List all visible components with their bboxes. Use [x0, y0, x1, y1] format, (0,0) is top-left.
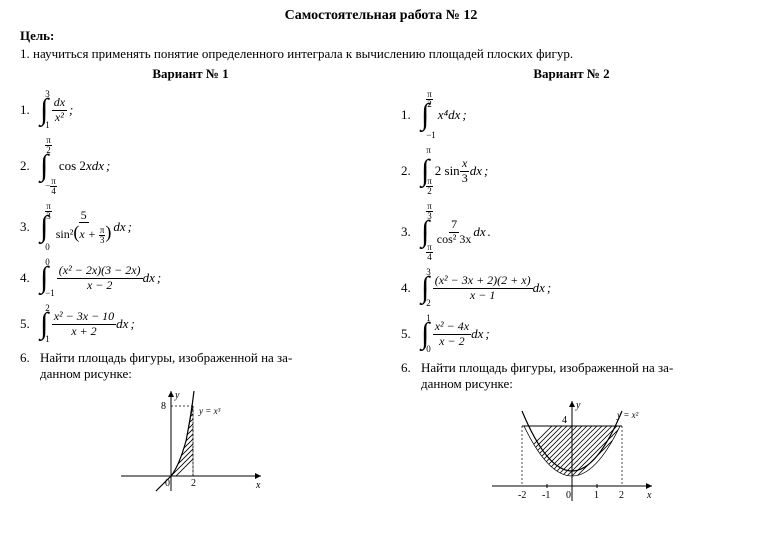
- v1-problem-3: 3. ∫ π3 0 5 sin²(x + π3) dx ;: [20, 202, 361, 252]
- integrand: cos 2xdx: [59, 158, 104, 174]
- fraction: (x² − 3x + 2)(2 + x) x − 1: [433, 274, 533, 301]
- variants-container: Вариант № 1 1. ∫ 3 1 dx x² ;: [20, 66, 742, 506]
- v1-problem-1: 1. ∫ 3 1 dx x² ;: [20, 90, 361, 130]
- problem-number: 5.: [401, 326, 421, 342]
- svg-text:2: 2: [191, 478, 196, 489]
- svg-text:8: 8: [161, 401, 166, 412]
- v1-problem-6: 6. Найти площадь фигуры, изображенной на…: [20, 350, 361, 496]
- semicolon: ;: [69, 102, 73, 118]
- goal-label: Цель:: [20, 28, 742, 44]
- variant-1: Вариант № 1 1. ∫ 3 1 dx x² ;: [20, 66, 361, 506]
- semicolon: ;: [157, 270, 161, 286]
- semicolon: ;: [128, 219, 132, 235]
- problem-text: Найти площадь фигуры, изображенной на за…: [40, 350, 292, 382]
- variant-2: Вариант № 2 1. ∫ π2 −1 x⁴dx ; 2.: [401, 66, 742, 506]
- v2-problem-1: 1. ∫ π2 −1 x⁴dx ;: [401, 90, 742, 140]
- fraction: x 3: [460, 157, 470, 184]
- fraction: (x² − 2x)(3 − 2x) x − 2: [57, 264, 143, 291]
- svg-text:x: x: [646, 490, 652, 501]
- semicolon: ;: [106, 158, 110, 174]
- problem-number: 1.: [20, 102, 40, 118]
- svg-text:1: 1: [594, 490, 599, 501]
- fraction: 7 cos² 3x: [435, 218, 474, 245]
- fraction: x² − 4x x − 2: [433, 320, 471, 347]
- v2-problem-5: 5. ∫ 1 0 x² − 4x x − 2 dx ;: [401, 314, 742, 354]
- fraction: 5 sin²(x + π3): [54, 209, 114, 245]
- svg-text:-1: -1: [542, 490, 550, 501]
- dx: dx: [143, 270, 155, 286]
- problem-number: 5.: [20, 316, 40, 332]
- worksheet-title: Самостоятельная работа № 12: [20, 8, 742, 24]
- svg-text:0: 0: [165, 478, 170, 489]
- integral-icon: ∫: [421, 217, 429, 247]
- variant-1-title: Вариант № 1: [20, 66, 361, 82]
- problem-number: 2.: [401, 163, 421, 179]
- integral-icon: ∫: [40, 309, 48, 339]
- problem-number: 2.: [20, 158, 40, 174]
- dx: dx: [116, 316, 128, 332]
- svg-text:y: y: [174, 390, 180, 401]
- semicolon: ;: [130, 316, 134, 332]
- dx: dx: [533, 280, 545, 296]
- integral-icon: ∫: [40, 212, 48, 242]
- problem-number: 3.: [20, 219, 40, 235]
- semicolon: ;: [484, 163, 488, 179]
- integral-icon: ∫: [421, 319, 429, 349]
- problem-number: 6.: [401, 360, 421, 392]
- integral-icon: ∫: [421, 156, 429, 186]
- variant-2-title: Вариант № 2: [401, 66, 742, 82]
- v1-problem-2: 2. ∫ π2 −π4 cos 2xdx ;: [20, 136, 361, 196]
- integral-icon: ∫: [40, 151, 48, 181]
- v2-problem-4: 4. ∫ 3 2 (x² − 3x + 2)(2 + x) x − 1 dx ;: [401, 268, 742, 308]
- v2-problem-6: 6. Найти площадь фигуры, изображенной на…: [401, 360, 742, 506]
- svg-text:4: 4: [562, 415, 567, 426]
- semicolon: ;: [462, 107, 466, 123]
- svg-text:y = x²: y = x²: [616, 410, 639, 420]
- svg-text:y = x³: y = x³: [198, 406, 221, 416]
- problem-number: 4.: [20, 270, 40, 286]
- integrand: 2 sin: [435, 163, 460, 179]
- goal-text: 1. научиться применять понятие определен…: [20, 46, 742, 62]
- problem-text: Найти площадь фигуры, изображенной на за…: [421, 360, 673, 392]
- graph-parabola: 4 -2 -1 1 2 0 y x y = x²: [482, 396, 662, 506]
- semicolon: ;: [547, 280, 551, 296]
- dx: dx: [473, 224, 485, 240]
- period: .: [488, 224, 491, 240]
- v1-problem-4: 4. ∫ 0 −1 (x² − 2x)(3 − 2x) x − 2 dx ;: [20, 258, 361, 298]
- v1-problem-5: 5. ∫ 2 1 x² − 3x − 10 x + 2 dx ;: [20, 304, 361, 344]
- dx: dx: [113, 219, 125, 235]
- integral-icon: ∫: [40, 263, 48, 293]
- integral-icon: ∫: [421, 100, 429, 130]
- graph-cubic: 8 2 0 y x y = x³: [111, 386, 271, 496]
- integral-icon: ∫: [421, 273, 429, 303]
- dx: dx: [471, 326, 483, 342]
- v2-problem-2: 2. ∫ π π2 2 sin x 3 dx ;: [401, 146, 742, 196]
- svg-text:x: x: [255, 480, 261, 491]
- fraction: dx x²: [52, 96, 67, 123]
- dx: dx: [470, 163, 482, 179]
- v2-problem-3: 3. ∫ π3 π4 7 cos² 3x dx .: [401, 202, 742, 262]
- svg-text:y: y: [575, 400, 581, 411]
- svg-text:0: 0: [566, 490, 571, 501]
- integral-icon: ∫: [40, 95, 48, 125]
- svg-text:-2: -2: [518, 490, 526, 501]
- integrand: x⁴: [438, 107, 448, 123]
- fraction: x² − 3x − 10 x + 2: [52, 310, 116, 337]
- problem-number: 6.: [20, 350, 40, 382]
- problem-number: 3.: [401, 224, 421, 240]
- semicolon: ;: [485, 326, 489, 342]
- problem-number: 1.: [401, 107, 421, 123]
- problem-number: 4.: [401, 280, 421, 296]
- svg-text:2: 2: [619, 490, 624, 501]
